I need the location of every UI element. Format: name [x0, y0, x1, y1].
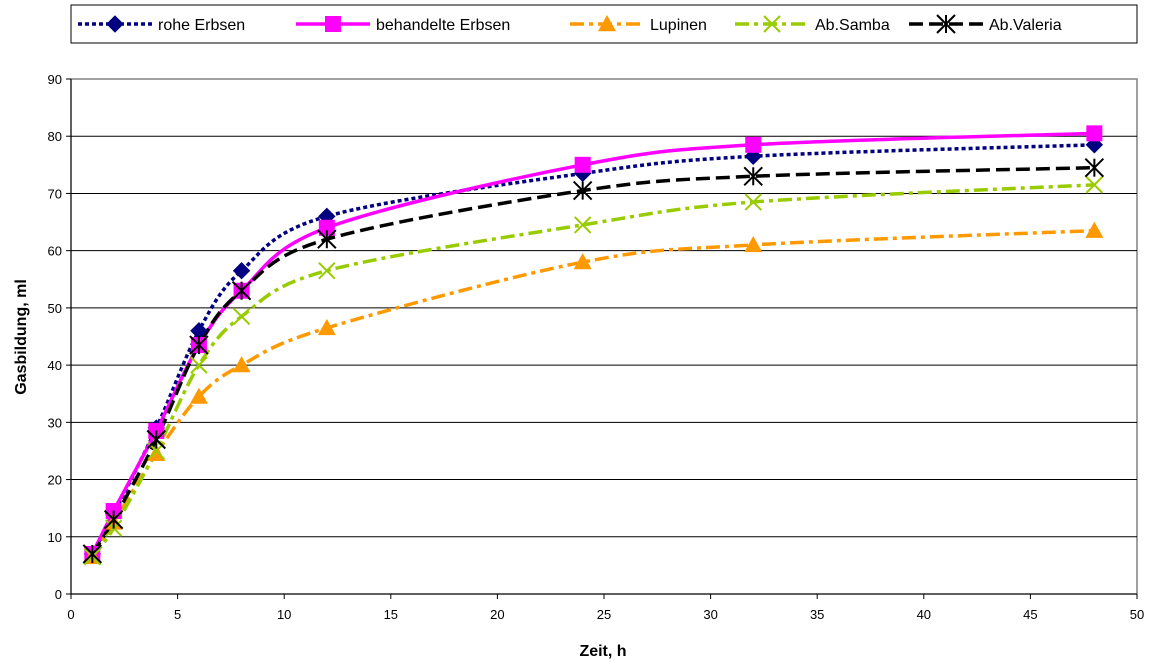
legend-item-ab-samba: Ab.Samba	[735, 15, 890, 34]
data-point-ab-samba-48	[1085, 176, 1104, 194]
y-tick-label-80: 80	[48, 129, 62, 144]
legend-marker-lupinen	[598, 15, 616, 32]
x-tick-label-5: 5	[174, 607, 181, 622]
y-tick-label-30: 30	[48, 415, 62, 430]
data-point-ab-valeria-48	[1084, 157, 1105, 178]
y-tick-label-20: 20	[48, 473, 62, 488]
legend-marker-ab-samba	[763, 15, 781, 33]
x-tick-label-30: 30	[703, 607, 717, 622]
data-point-ab-valeria-1	[82, 544, 103, 564]
x-tick-label-40: 40	[917, 607, 931, 622]
legend-marker-behandelte-erbsen	[325, 16, 341, 32]
data-point-lupinen-8	[232, 356, 251, 373]
x-tick-label-25: 25	[597, 607, 611, 622]
y-tick-label-70: 70	[48, 186, 62, 201]
x-axis-title: Zeit, h	[579, 643, 626, 660]
data-point-ab-valeria-6	[189, 335, 209, 355]
data-point-rohe-erbsen-8	[232, 261, 251, 280]
data-point-ab-valeria-12	[317, 229, 337, 249]
series-line-ab-valeria	[90, 165, 1095, 555]
data-point-ab-valeria-4	[146, 429, 166, 450]
data-point-ab-samba-6	[190, 356, 208, 374]
y-tick-label-10: 10	[48, 530, 62, 545]
data-point-ab-samba-32	[744, 193, 762, 211]
data-point-lupinen-12	[317, 318, 336, 336]
tick-labels: 0 5 10 15 20 25 30 35 40 45 50 0 10 20 30 40 50 60 70 80 90	[48, 72, 1145, 622]
x-tick-label-45: 45	[1023, 607, 1037, 622]
data-point-lupinen-4	[147, 444, 166, 462]
x-tick-label-0: 0	[67, 607, 74, 622]
x-tick-label-35: 35	[810, 607, 824, 622]
x-tick-label-50: 50	[1130, 607, 1144, 622]
data-point-ab-samba-8	[232, 307, 251, 326]
legend: rohe Erbsen behandelte Erbsen Lupinen Ab.Sa…	[70, 4, 1138, 44]
legend-marker-ab-valeria	[936, 14, 956, 34]
data-point-ab-samba-24	[573, 216, 592, 234]
x-tick-label-15: 15	[384, 607, 398, 622]
x-tick-label-20: 20	[490, 607, 504, 622]
legend-label-behandelte-erbsen: behandelte Erbsen	[376, 17, 510, 34]
legend-item-lupinen: Lupinen	[570, 15, 707, 34]
y-tick-label-50: 50	[48, 301, 62, 316]
data-point-lupinen-6	[189, 387, 208, 404]
data-point-ab-samba-12	[318, 261, 336, 280]
y-axis-title: Gasbildung, ml	[13, 279, 30, 395]
series-line-ab-samba	[90, 183, 1095, 558]
legend-marker-rohe-erbsen	[106, 15, 124, 33]
data-point-lupinen-48	[1085, 221, 1104, 238]
legend-item-behandelte-erbsen: behandelte Erbsen	[296, 16, 510, 34]
data-point-ab-valeria-24	[572, 180, 593, 201]
legend-item-rohe-erbsen: rohe Erbsen	[78, 15, 245, 34]
plot-area-frame	[70, 78, 1138, 595]
plot-area	[70, 78, 1138, 595]
legend-item-ab-valeria: Ab.Valeria	[909, 14, 1062, 34]
data-point-behandelte-erbsen-24	[574, 156, 591, 173]
data-point-ab-valeria-2	[103, 509, 124, 530]
y-tick-label-40: 40	[48, 358, 62, 373]
legend-label-ab-valeria: Ab.Valeria	[989, 17, 1062, 34]
data-point-behandelte-erbsen-48	[1086, 125, 1103, 142]
data-point-behandelte-erbsen-32	[745, 136, 762, 153]
data-point-lupinen-32	[744, 235, 763, 253]
y-tick-label-60: 60	[48, 244, 62, 259]
data-point-ab-valeria-32	[743, 166, 763, 186]
y-tick-label-90: 90	[48, 72, 62, 87]
data-point-behandelte-erbsen-12	[318, 219, 335, 236]
y-tick-label-0: 0	[55, 587, 62, 602]
x-tick-label-10: 10	[277, 607, 291, 622]
data-point-ab-valeria-8	[231, 281, 252, 301]
legend-label-lupinen: Lupinen	[650, 17, 707, 34]
legend-label-rohe-erbsen: rohe Erbsen	[158, 17, 245, 34]
legend-label-ab-samba: Ab.Samba	[815, 17, 890, 34]
series-markers	[82, 125, 1105, 566]
data-point-lupinen-24	[573, 253, 592, 270]
gridlines	[71, 135, 1137, 538]
